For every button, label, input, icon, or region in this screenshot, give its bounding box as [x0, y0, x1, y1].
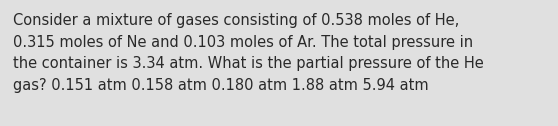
Text: Consider a mixture of gases consisting of 0.538 moles of He,
0.315 moles of Ne a: Consider a mixture of gases consisting o…	[13, 13, 484, 93]
